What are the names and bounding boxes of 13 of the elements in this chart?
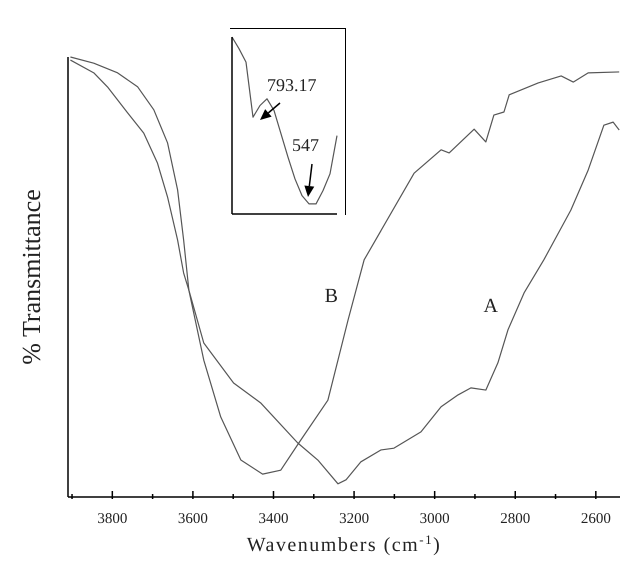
y-axis-title: % Transmittance [17,189,46,365]
series-label: A [484,294,499,317]
x-tick-label: 3200 [339,511,370,527]
x-tick-label: 3600 [178,511,208,527]
annotation: 547 [292,135,319,155]
x-tick-label: 3000 [420,511,450,527]
x-tick-label: 2600 [580,511,611,527]
series-label: B [324,285,338,308]
x-tick-label: 3800 [97,511,128,527]
annotation: 793.17 [267,75,316,95]
x-axis-title: Wavenumbers (cm$^{-1}$) [246,532,442,556]
x-tick-label: 3400 [258,511,288,527]
x-tick-label: 2800 [500,511,530,527]
